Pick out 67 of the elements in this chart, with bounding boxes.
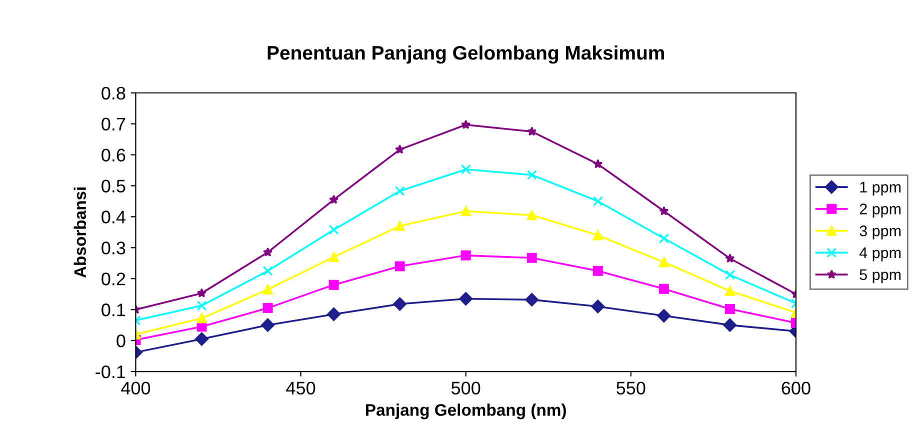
point <box>526 170 537 180</box>
point <box>196 300 207 311</box>
point <box>592 196 603 206</box>
point <box>459 292 473 306</box>
point <box>527 126 537 136</box>
y-tick-label: 0.3 <box>102 242 126 254</box>
y-axis-title: Absorbansi <box>74 188 86 278</box>
point <box>658 284 669 294</box>
legend-label: 1 ppm <box>860 182 901 196</box>
point <box>460 164 471 174</box>
point <box>328 224 339 235</box>
point <box>725 254 735 263</box>
point <box>196 313 207 324</box>
legend-label: 5 ppm <box>860 269 901 284</box>
point <box>724 270 735 280</box>
y-tick-label: 0.4 <box>102 210 126 224</box>
point <box>461 120 471 129</box>
legend-label: 2 ppm <box>860 204 901 218</box>
point <box>328 280 339 290</box>
point <box>394 221 405 232</box>
point <box>525 292 539 306</box>
y-tick-label: -0.1 <box>96 365 126 378</box>
point <box>526 210 537 220</box>
x-axis-title: Panjang Gelombang (nm) <box>366 404 566 420</box>
point <box>724 304 735 314</box>
point <box>658 257 669 268</box>
y-tick-label: 0 <box>116 334 126 348</box>
point <box>593 159 603 168</box>
point <box>526 252 537 263</box>
chart-title: Penentuan Panjang Gelombang Maksimum <box>268 45 664 64</box>
x-tick-label: 400 <box>121 382 150 395</box>
point <box>393 297 407 311</box>
point <box>591 300 605 314</box>
point <box>262 303 273 314</box>
point <box>262 284 273 294</box>
point <box>395 144 405 154</box>
point <box>328 252 339 262</box>
point <box>460 206 471 216</box>
y-tick-label: 0.2 <box>102 272 126 286</box>
point <box>262 266 273 276</box>
y-tick-label: 0.6 <box>102 148 126 162</box>
legend-label: 3 ppm <box>860 225 901 240</box>
point <box>724 286 735 296</box>
point <box>460 250 471 260</box>
point <box>658 233 669 244</box>
y-tick-label: 0.8 <box>102 86 126 100</box>
point <box>394 186 405 196</box>
point <box>723 318 737 332</box>
y-tick-label: 0.7 <box>102 118 126 131</box>
point <box>261 318 274 332</box>
point <box>262 247 273 257</box>
point <box>327 308 341 321</box>
x-tick-label: 500 <box>451 382 480 395</box>
point <box>592 230 603 240</box>
y-tick-label: 0.5 <box>102 180 126 192</box>
point <box>657 309 671 323</box>
point <box>195 332 208 346</box>
point <box>659 206 669 216</box>
x-tick-label: 450 <box>286 382 316 395</box>
x-tick-label: 550 <box>616 382 646 395</box>
y-tick-label: 0.1 <box>102 304 126 316</box>
x-tick-label: 600 <box>782 382 810 395</box>
point <box>328 194 339 204</box>
point <box>394 261 405 272</box>
point <box>592 266 603 276</box>
point <box>196 288 207 298</box>
legend-label: 4 ppm <box>859 248 901 262</box>
